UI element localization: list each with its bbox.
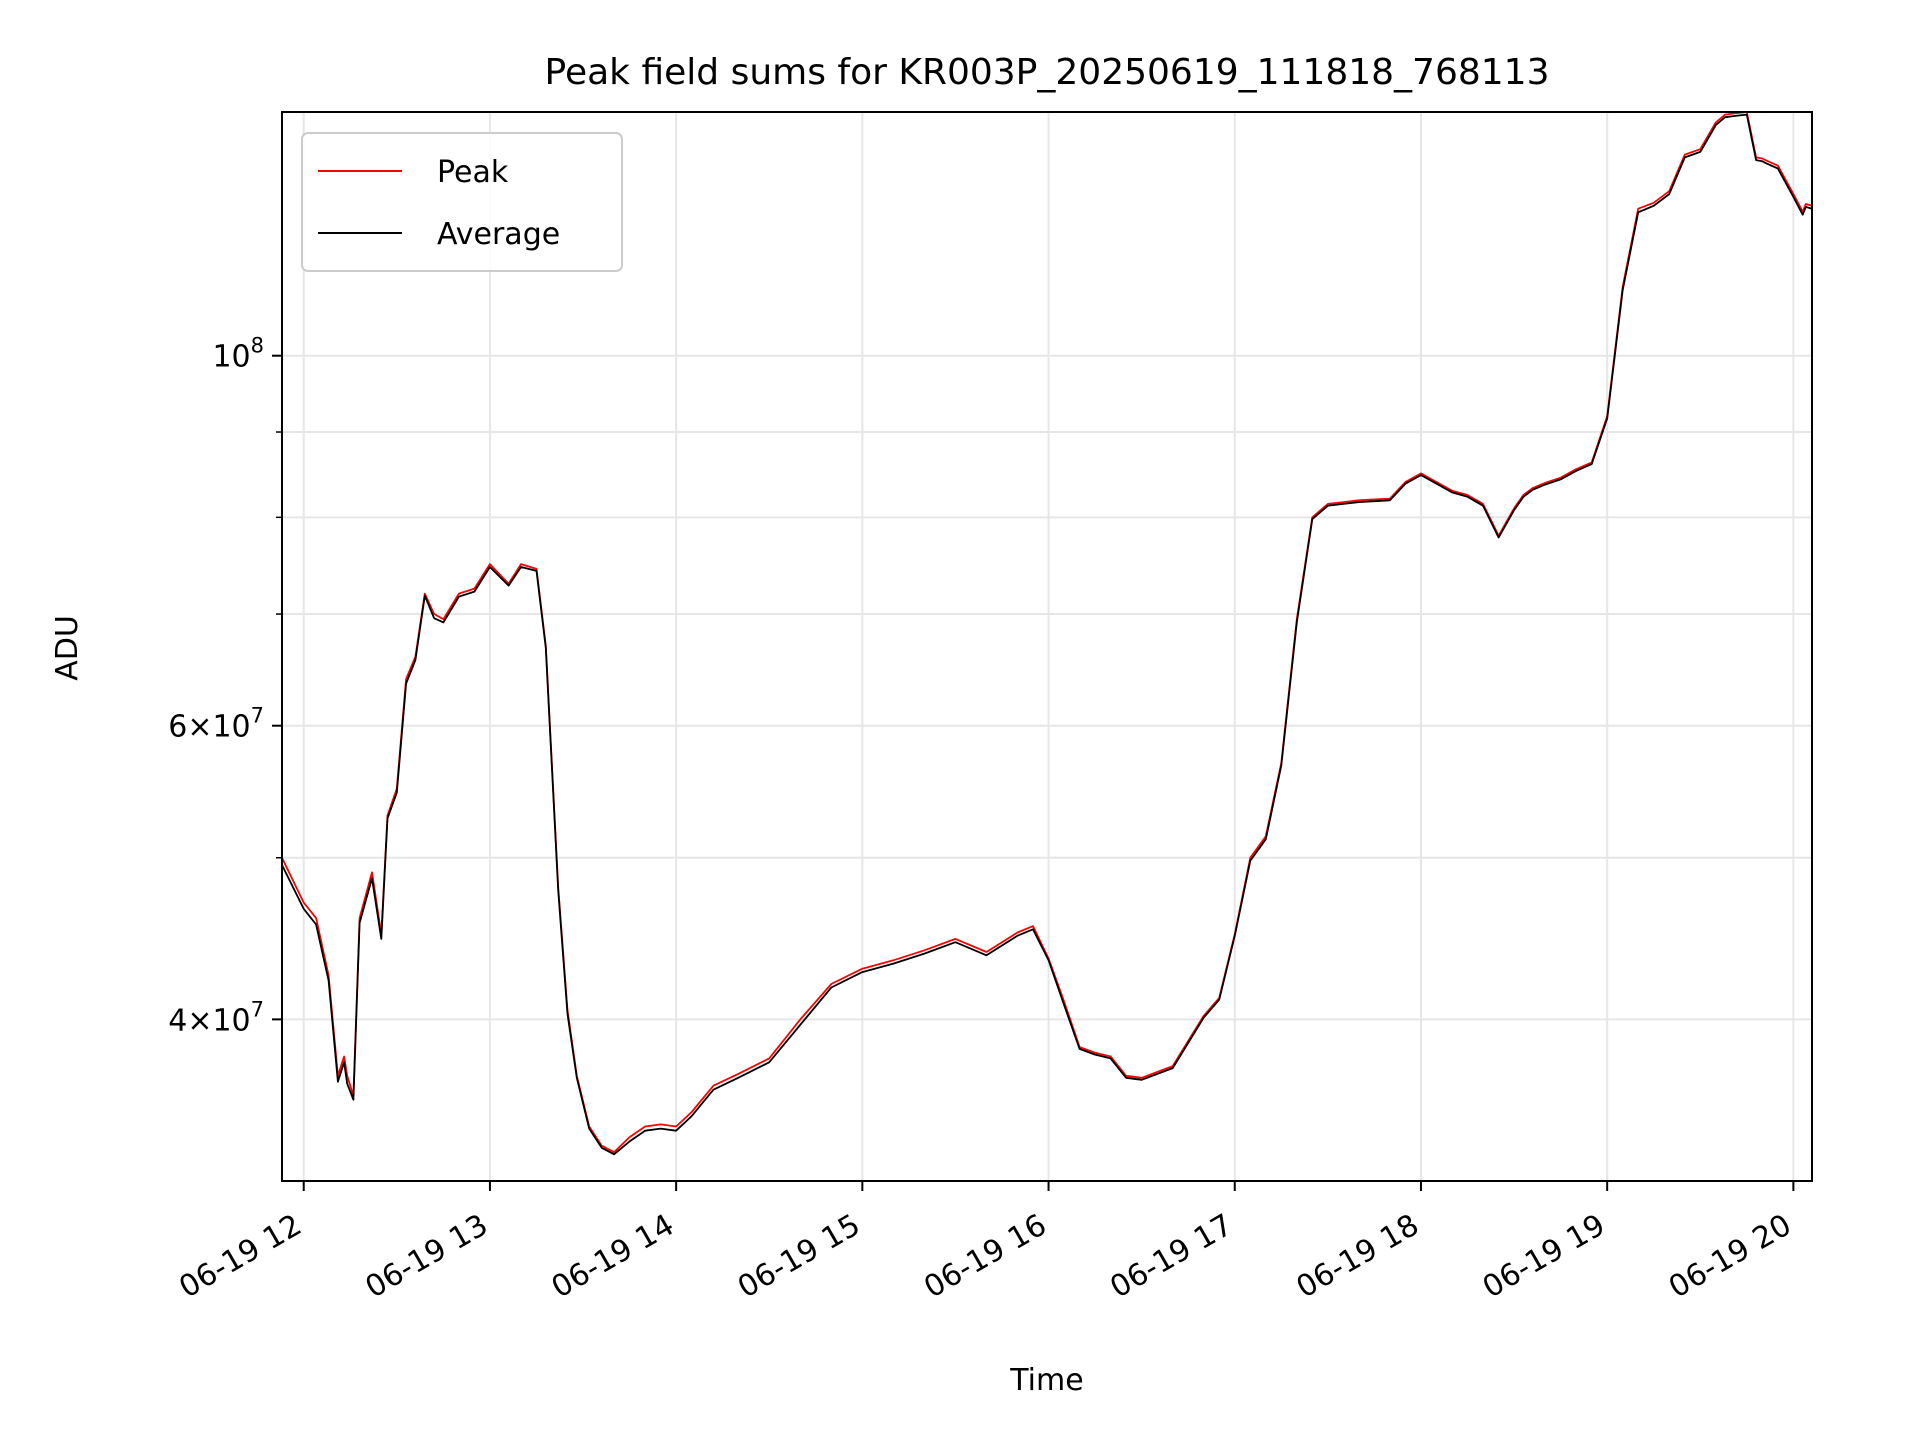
legend-box: [301, 132, 623, 272]
y-tick-label: 108: [212, 334, 264, 375]
y-tick-exponent: 7: [251, 997, 264, 1021]
y-axis-label: ADU: [50, 615, 85, 681]
y-tick-mantissa: 6: [168, 710, 187, 745]
legend: Peak Average: [301, 132, 623, 272]
x-axis-label: Time: [1009, 1363, 1083, 1398]
y-tick-exponent: 7: [251, 704, 264, 728]
legend-label-average: Average: [437, 217, 560, 252]
grid: [282, 112, 1812, 1181]
chart-title: Peak field sums for KR003P_20250619_1118…: [545, 52, 1550, 93]
series-line-average: [281, 113, 1813, 1156]
y-tick-label: 6×107: [168, 704, 264, 745]
y-tick-times: ×10: [187, 710, 250, 745]
y-tick-base: 10: [212, 340, 250, 375]
y-tick-label: 4×107: [168, 997, 264, 1038]
y-tick-mantissa: 4: [168, 1003, 187, 1038]
y-tick-times: ×10: [187, 1003, 250, 1038]
legend-label-peak: Peak: [437, 155, 509, 190]
series-layer: [281, 111, 1813, 1156]
plot-frame: [281, 111, 1813, 1182]
y-tick-exponent: 8: [251, 334, 264, 358]
